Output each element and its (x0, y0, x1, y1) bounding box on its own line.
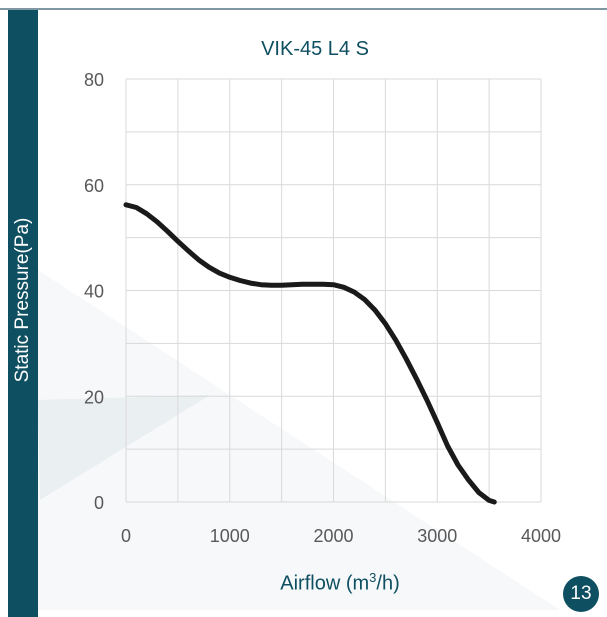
x-tick-label: 3000 (417, 526, 457, 546)
y-tick-label: 0 (94, 493, 104, 513)
background-decor-shape (38, 270, 560, 610)
pressure-curve (123, 202, 497, 505)
page-number-badge: 13 (563, 576, 599, 612)
top-rule (0, 8, 607, 10)
x-tick-label: 1000 (210, 526, 250, 546)
x-axis-label-end: /h) (376, 572, 400, 595)
x-tick-label: 0 (121, 526, 131, 546)
x-axis-label-text: Airflow (m (280, 572, 370, 595)
background-decor-shape-2 (38, 395, 210, 500)
chart-title: VIK-45 L4 S (261, 38, 369, 60)
y-tick-label: 60 (84, 176, 104, 196)
y-tick-label: 80 (84, 70, 104, 90)
x-axis-label: Airflow (m3/h) (240, 570, 440, 596)
y-tick-label: 40 (84, 282, 104, 302)
tick-labels: 0 1000 2000 3000 4000 0 20 40 60 80 (84, 70, 561, 546)
x-tick-label: 2000 (313, 526, 353, 546)
side-band (8, 10, 38, 617)
x-axis-label-superscript: 3 (369, 570, 377, 585)
x-tick-label: 4000 (521, 526, 561, 546)
y-tick-label: 20 (84, 387, 104, 407)
grid (125, 78, 542, 503)
